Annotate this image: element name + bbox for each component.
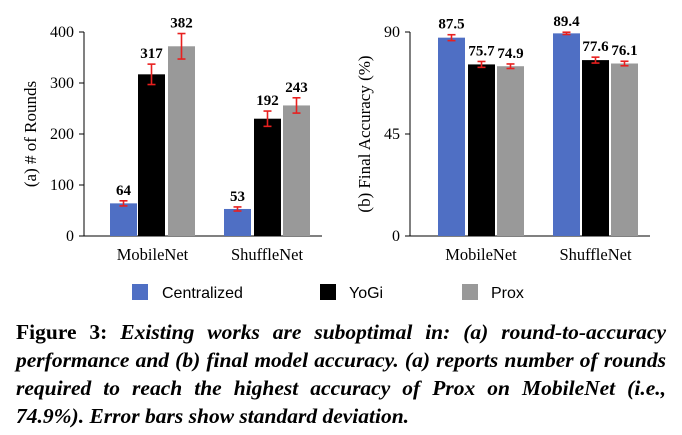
panel-b-data-label: 74.9	[497, 46, 523, 62]
panel-a-data-label: 53	[230, 189, 245, 205]
panel-a-y-axis-label: (a) # of Rounds	[21, 81, 40, 187]
panel-a-y-tick-label: 400	[50, 24, 74, 41]
panel-a-data-label: 317	[140, 46, 163, 62]
legend-swatch-prox	[462, 284, 478, 300]
panel-b-bar-prox-shufflenet	[611, 63, 638, 236]
panel-b-data-label: 75.7	[468, 43, 495, 59]
panel-a-x-tick-label: MobileNet	[117, 245, 189, 264]
panel-b-data-label: 89.4	[553, 14, 580, 30]
panel-b-y-tick-label: 0	[392, 228, 400, 245]
panel-b-data-label: 76.1	[611, 43, 637, 59]
panel-a-bar-centralized-shufflenet	[224, 208, 251, 236]
panel-b-data-label: 87.5	[438, 17, 464, 33]
panel-b-y-tick-label: 90	[384, 24, 400, 41]
legend-label-prox: Prox	[491, 285, 524, 302]
legend-swatch-yogi	[320, 284, 336, 300]
figure: 0 100 200 300 400 (a) # of Rounds 64 53 317 192 38…	[21, 14, 650, 302]
panel-b-data-label: 77.6	[582, 39, 609, 55]
panel-b-bar-yogi-shufflenet	[582, 60, 609, 237]
caption-label: Figure 3:	[16, 320, 108, 344]
panel-a-bar-yogi-shufflenet	[254, 118, 281, 236]
panel-a-bar-centralized-mobilenet	[110, 203, 137, 236]
panel-a-y-tick-label: 200	[50, 126, 74, 143]
panel-b-y-tick-label: 45	[384, 126, 400, 143]
panel-a-bar-yogi-mobilenet	[138, 74, 165, 236]
panel-b-bar-yogi-mobilenet	[468, 64, 495, 236]
legend-label-centralized: Centralized	[162, 285, 243, 302]
panel-b-x-tick-label: ShuffleNet	[559, 245, 632, 264]
panel-a-y-tick-label: 100	[50, 177, 74, 194]
legend-swatch-centralized	[132, 284, 148, 300]
panel-b-bar-centralized-shufflenet	[553, 33, 580, 236]
panel-a-y-tick-label: 300	[50, 75, 74, 92]
panel-b-x-tick-label: MobileNet	[445, 245, 517, 264]
panel-a-data-label: 192	[256, 93, 279, 109]
panel-a-data-label: 64	[116, 183, 132, 199]
figure-caption: Figure 3: Existing works are suboptimal …	[16, 318, 666, 430]
panel-a-y-tick-label: 0	[66, 228, 74, 245]
panel-b-bar-centralized-mobilenet	[438, 37, 465, 236]
legend-label-yogi: YoGi	[349, 285, 383, 302]
panel-a-bar-prox-shufflenet	[283, 105, 310, 236]
panel-a-x-tick-label: ShuffleNet	[231, 245, 304, 264]
panel-a-data-label: 243	[285, 80, 308, 96]
panel-a-bar-prox-mobilenet	[168, 46, 195, 236]
caption-text: Existing works are suboptimal in: (a) ro…	[16, 320, 667, 428]
panel-b-bar-prox-mobilenet	[497, 66, 524, 236]
panel-a-data-label: 382	[170, 16, 193, 32]
panel-b-y-axis-label: (b) Final Accuracy (%)	[355, 55, 374, 212]
